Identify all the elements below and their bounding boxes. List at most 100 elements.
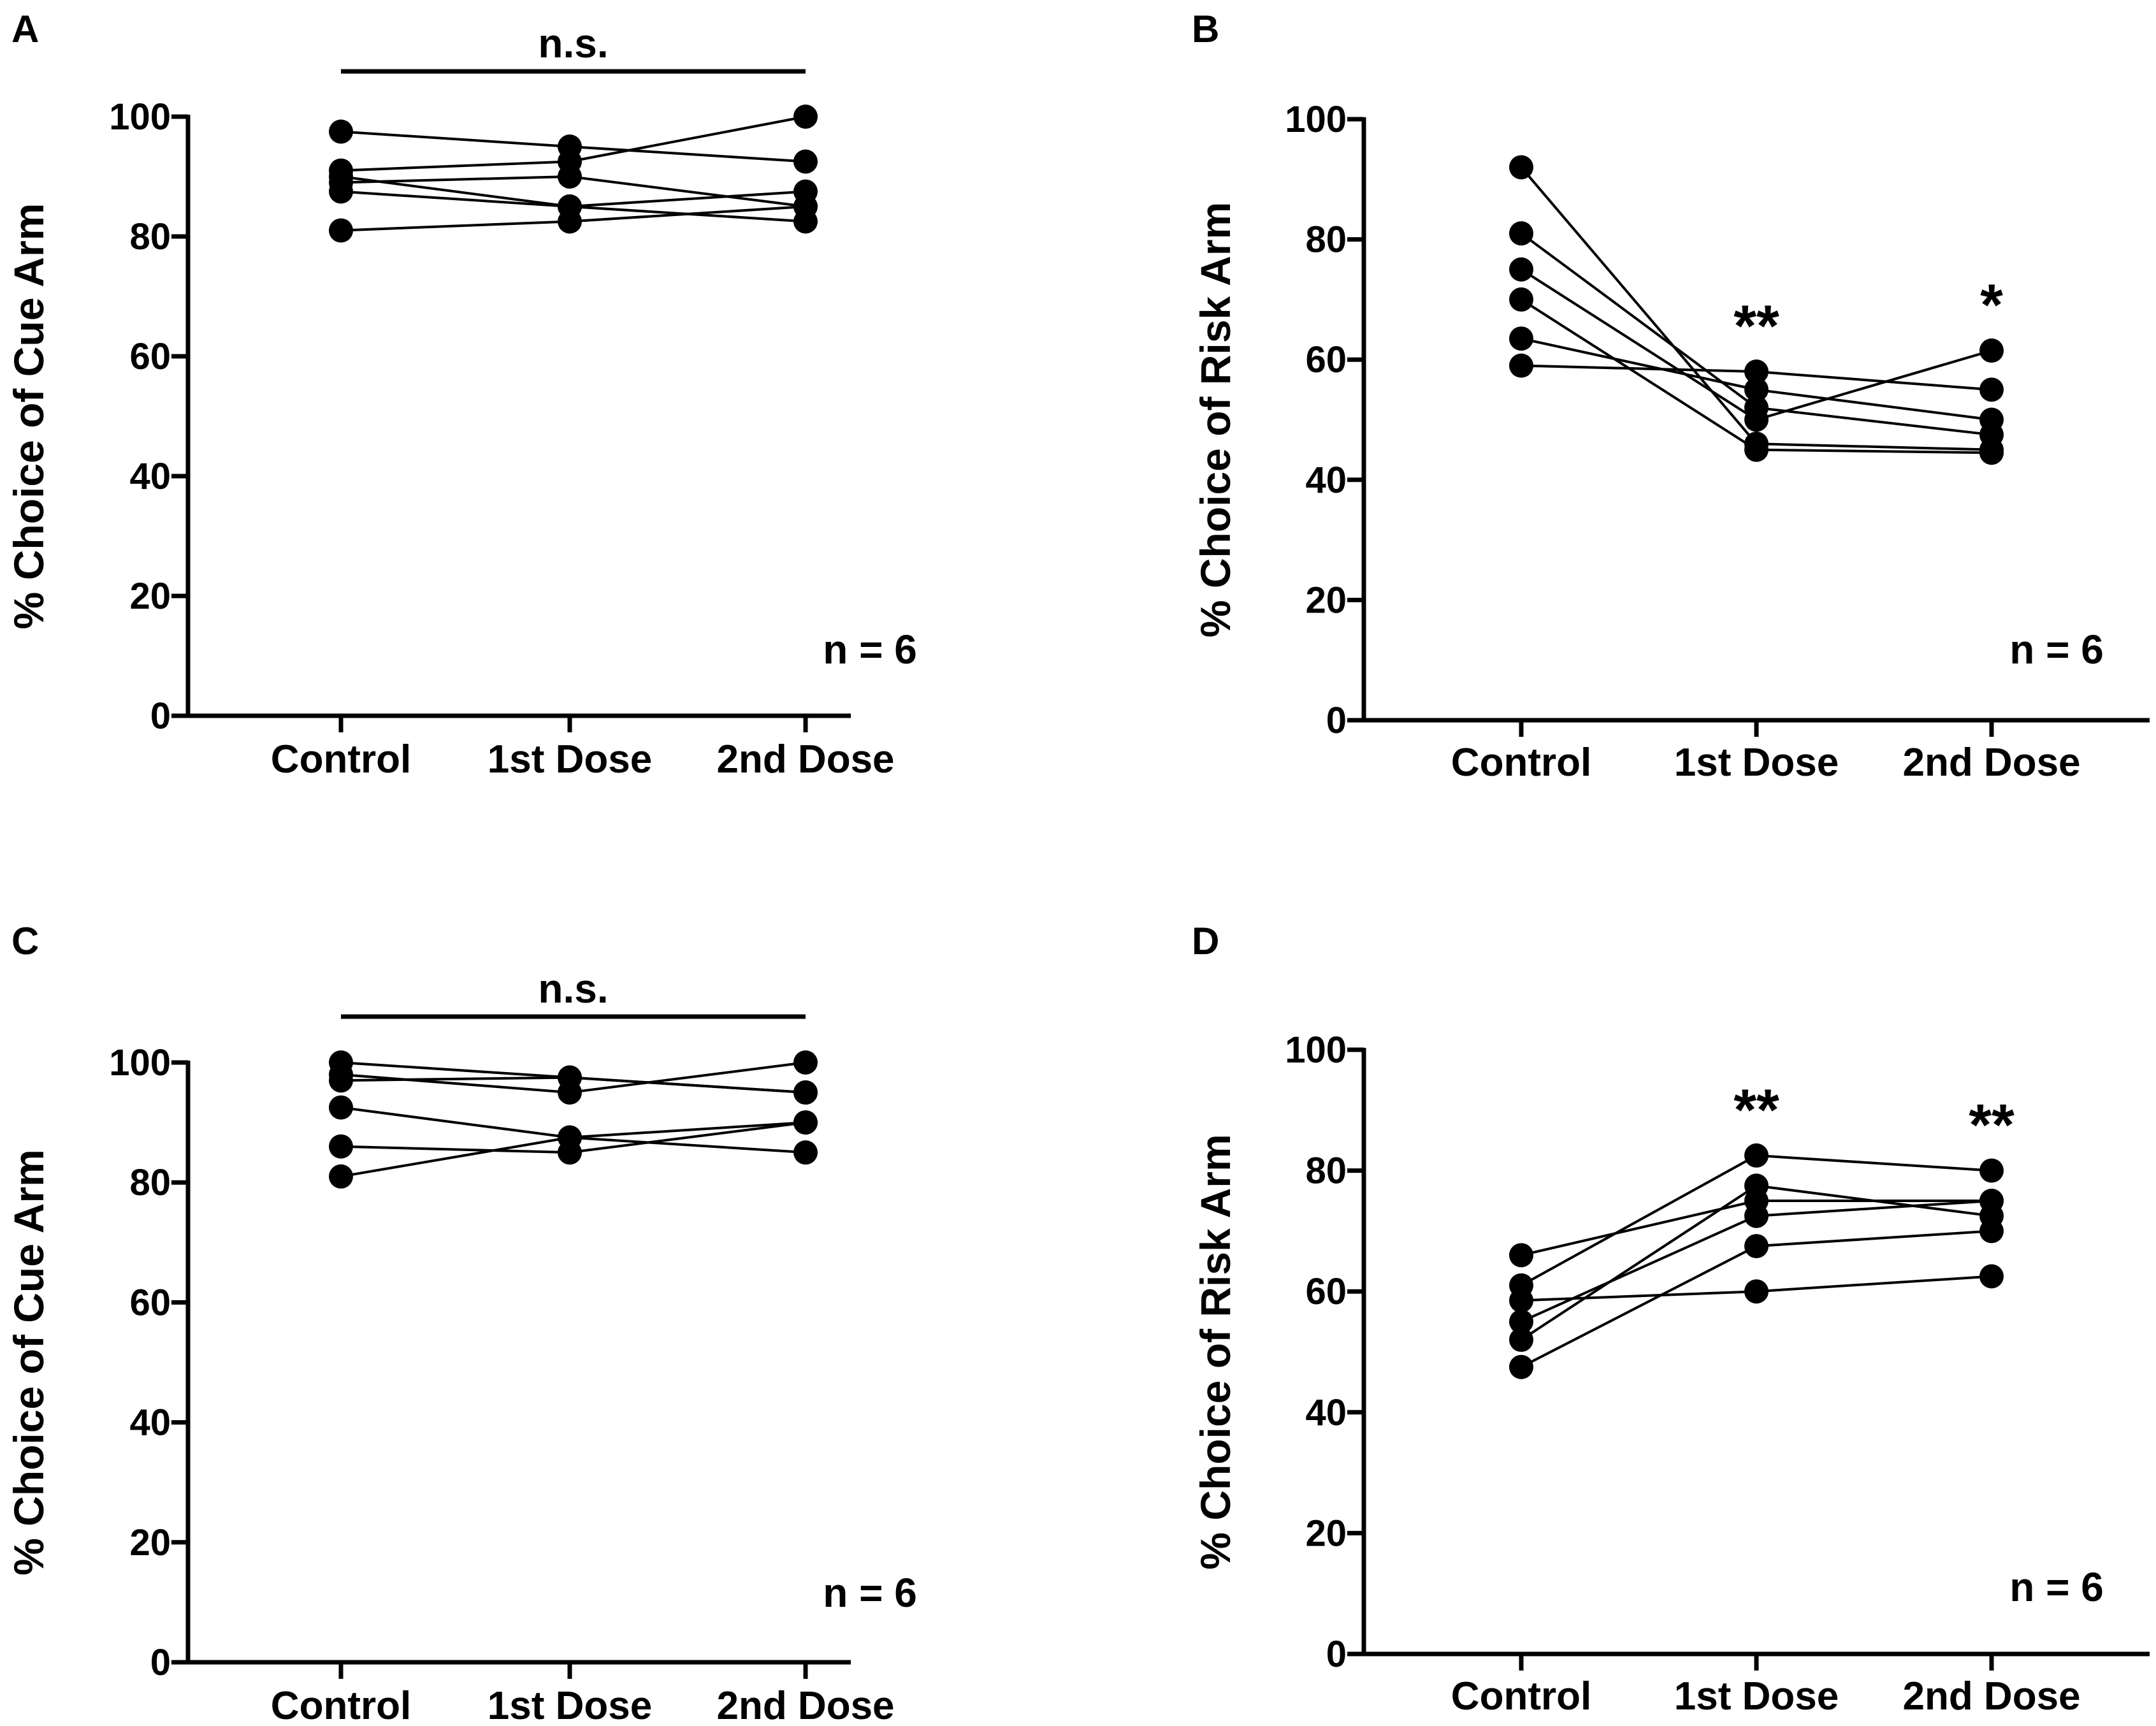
significance-label: n.s. <box>538 966 608 1012</box>
n-label: n = 6 <box>823 627 917 672</box>
data-point <box>329 1068 353 1092</box>
y-tick-label: 80 <box>129 216 171 257</box>
data-point <box>558 210 582 234</box>
x-tick-label: Control <box>271 737 411 781</box>
data-point <box>329 180 353 204</box>
data-point <box>1509 1328 1533 1352</box>
y-tick-label: 60 <box>129 1282 171 1323</box>
n-label: n = 6 <box>823 1570 917 1616</box>
y-tick-label: 40 <box>129 1402 171 1444</box>
data-point <box>793 150 818 174</box>
y-tick-label: 20 <box>129 1522 171 1563</box>
y-tick-label: 100 <box>109 1042 171 1084</box>
data-point <box>793 1110 818 1135</box>
y-tick-label: 60 <box>129 336 171 377</box>
data-point <box>1744 438 1769 462</box>
x-tick-label: 2nd Dose <box>1902 1674 2080 1718</box>
y-tick-label: 80 <box>1305 219 1347 261</box>
panel-letter: D <box>1192 920 1219 962</box>
data-point <box>793 1080 818 1105</box>
x-tick-label: 1st Dose <box>1674 741 1839 785</box>
data-point <box>558 1066 582 1090</box>
data-point <box>329 1135 353 1159</box>
data-point <box>1744 1279 1769 1303</box>
data-point <box>1744 408 1769 432</box>
data-point <box>329 219 353 243</box>
y-tick-label: 0 <box>1326 700 1347 741</box>
y-tick-label: 100 <box>1285 99 1347 140</box>
y-tick-label: 20 <box>129 576 171 617</box>
data-point <box>793 194 818 219</box>
x-tick-label: Control <box>1451 741 1591 785</box>
panel-b: B 0 20 40 60 80 100 % Choice of Risk Arm Control… <box>1192 8 2150 785</box>
panel-letter: A <box>11 8 39 50</box>
data-point <box>1509 1243 1533 1267</box>
data-point <box>1744 359 1769 384</box>
y-tick-label: 0 <box>1326 1634 1347 1675</box>
y-tick-label: 100 <box>1285 1029 1347 1071</box>
data-point <box>1979 1219 2004 1243</box>
data-point <box>1509 287 1533 312</box>
data-point <box>1509 1355 1533 1379</box>
x-tick-label: 1st Dose <box>1674 1674 1839 1718</box>
data-point <box>558 1126 582 1150</box>
y-axis-label: % Choice of Risk Arm <box>1192 202 1239 637</box>
y-tick-label: 20 <box>1305 579 1347 621</box>
x-tick-label: 2nd Dose <box>716 737 894 781</box>
data-point <box>1509 326 1533 351</box>
y-tick-label: 40 <box>1305 1392 1347 1433</box>
data-point <box>558 164 582 189</box>
data-point <box>1979 408 2004 432</box>
data-point <box>1509 257 1533 282</box>
data-point <box>1744 1204 1769 1228</box>
data-point <box>1979 338 2004 363</box>
y-tick-label: 20 <box>1305 1512 1347 1554</box>
y-axis-label: % Choice of Risk Arm <box>1192 1134 1239 1569</box>
x-tick-label: Control <box>1451 1674 1591 1718</box>
x-tick-label: 2nd Dose <box>1902 741 2080 785</box>
n-label: n = 6 <box>2009 1564 2104 1610</box>
y-tick-label: 80 <box>129 1162 171 1203</box>
panel-c: C 0 20 40 60 80 100 % Choice of Cue Arm Control 1… <box>5 920 917 1723</box>
y-tick-label: 60 <box>1305 339 1347 381</box>
data-point <box>1979 377 2004 402</box>
significance-marker: * <box>1980 273 2003 338</box>
x-tick-label: Control <box>271 1684 411 1723</box>
y-tick-label: 0 <box>150 1642 171 1683</box>
panel-a: A 0 20 40 60 80 100 % Choice of Cue Arm Control 1… <box>5 8 917 781</box>
significance-label: n.s. <box>538 20 608 66</box>
panel-d: D 0 20 40 60 80 100 % Choice of Risk Arm Control… <box>1192 920 2150 1718</box>
data-point <box>793 1140 818 1164</box>
data-point <box>329 1096 353 1120</box>
data-point <box>1509 1288 1533 1312</box>
y-axis-label: % Choice of Cue Arm <box>5 1149 52 1576</box>
y-axis-label: % Choice of Cue Arm <box>5 203 52 630</box>
y-tick-label: 60 <box>1305 1271 1347 1312</box>
panel-letter: C <box>11 920 39 962</box>
significance-marker: ** <box>1969 1093 2015 1158</box>
chart-svg: A 0 20 40 60 80 100 % Choice of Cue Arm Control 1… <box>0 0 2156 1723</box>
data-point <box>793 105 818 129</box>
data-point <box>1979 440 2004 465</box>
y-tick-label: 40 <box>129 456 171 497</box>
y-tick-label: 80 <box>1305 1150 1347 1192</box>
data-point <box>1744 1173 1769 1198</box>
data-point <box>1509 221 1533 245</box>
y-tick-label: 100 <box>109 96 171 138</box>
panel-letter: B <box>1192 8 1219 50</box>
data-point <box>1979 1159 2004 1183</box>
figure-container: A 0 20 40 60 80 100 % Choice of Cue Arm Control 1… <box>0 0 2156 1723</box>
y-tick-label: 0 <box>150 695 171 737</box>
data-point <box>329 1164 353 1189</box>
data-point <box>329 120 353 144</box>
data-point <box>1744 1234 1769 1258</box>
data-point <box>1979 1265 2004 1289</box>
significance-marker: ** <box>1733 1078 1779 1143</box>
data-point <box>1509 354 1533 378</box>
y-tick-label: 40 <box>1305 460 1347 501</box>
x-tick-label: 1st Dose <box>488 1684 652 1723</box>
data-point <box>1744 1143 1769 1168</box>
n-label: n = 6 <box>2009 627 2104 672</box>
data-point <box>1509 155 1533 179</box>
significance-marker: ** <box>1733 294 1779 359</box>
